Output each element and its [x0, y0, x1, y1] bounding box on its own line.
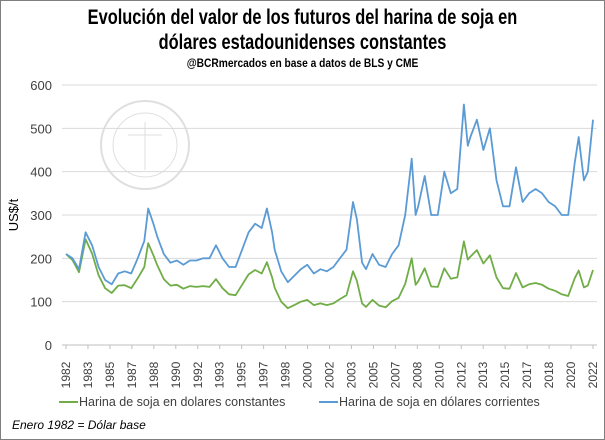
y-tick-label: 600: [30, 78, 52, 93]
x-tick-label: 1992: [191, 361, 205, 388]
x-tick-label: 2020: [564, 361, 578, 388]
x-tick-label: 2010: [432, 361, 446, 388]
x-tick-label: 1990: [169, 361, 183, 388]
chart-title-line1: Evolución del valor de los futuros del h…: [87, 6, 518, 29]
x-tick-label: 2002: [323, 361, 337, 388]
x-tick-label: 2007: [388, 361, 402, 388]
chart-title-line2: dólares estadounidenses constantes: [158, 31, 447, 54]
legend: Harina de soja en dolares constantes Har…: [59, 395, 540, 409]
x-tick-label: 2018: [542, 361, 556, 388]
y-tick-label: 500: [30, 121, 52, 136]
y-tick-label: 200: [30, 251, 52, 266]
x-tick-label: 1983: [81, 361, 95, 388]
x-tick-label: 1998: [279, 361, 293, 388]
x-tick-label: 1997: [257, 361, 271, 388]
x-tick-label: 2005: [366, 361, 380, 388]
x-tick-label: 2015: [498, 361, 512, 388]
x-tick-label: 1993: [213, 361, 227, 388]
x-tick-label: 2008: [410, 361, 424, 388]
x-tick-label: 1982: [59, 361, 73, 388]
legend-label-corrientes: Harina de soja en dólares corrientes: [339, 395, 540, 409]
y-tick-label: 0: [45, 338, 52, 353]
y-tick-label: 100: [30, 295, 52, 310]
series-line-corrientes: [65, 103, 594, 286]
x-tick-label: 1995: [235, 361, 249, 388]
x-tick-label: 2012: [454, 361, 468, 388]
x-tick-label: 1987: [125, 361, 139, 388]
x-tick-label: 2022: [586, 361, 600, 388]
y-tick-label: 400: [30, 165, 52, 180]
base-note: Enero 1982 = Dólar base: [12, 418, 146, 432]
y-tick-label: 300: [30, 208, 52, 223]
x-tick-label: 2000: [301, 361, 315, 388]
x-tick-label: 1988: [147, 361, 161, 388]
x-tick-label: 2003: [344, 361, 358, 388]
x-tick-label: 1985: [103, 361, 117, 388]
series-line-constantes: [65, 238, 594, 310]
legend-label-constantes: Harina de soja en dolares constantes: [79, 395, 285, 409]
watermark-seal: [100, 100, 190, 190]
chart-subtitle: @BCRmercados en base a datos de BLS y CM…: [186, 56, 419, 70]
y-axis-label: US$/t: [6, 198, 21, 231]
x-tick-label: 2017: [520, 361, 534, 388]
x-tick-label: 2013: [476, 361, 490, 388]
